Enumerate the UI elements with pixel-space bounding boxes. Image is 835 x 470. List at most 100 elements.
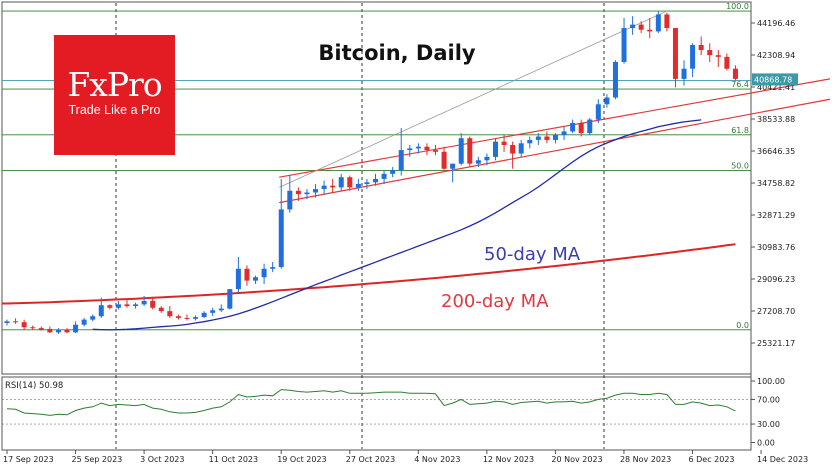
- channel-upper-line: [279, 78, 831, 178]
- price-tick-label: 32871.29: [757, 211, 795, 220]
- candle-body: [313, 189, 319, 193]
- date-tick-label: 4 Nov 2023: [414, 455, 460, 464]
- candle-body: [227, 289, 233, 309]
- date-tick-label: 20 Nov 2023: [551, 455, 602, 464]
- price-tick-label: 27208.70: [757, 307, 795, 316]
- candle-body: [347, 177, 353, 188]
- price-tick-label: 29096.23: [757, 275, 795, 284]
- candle-body: [544, 136, 550, 140]
- candle-body: [193, 317, 199, 319]
- candle-body: [587, 119, 593, 134]
- candle-body: [630, 24, 636, 29]
- candle-body: [338, 177, 344, 188]
- candle-body: [13, 321, 19, 323]
- rsi-tick-label: 100.00: [757, 377, 785, 386]
- candle-body: [381, 173, 387, 179]
- candle-body: [355, 183, 361, 188]
- candle-body: [270, 267, 276, 269]
- price-tick-label: 42308.94: [757, 51, 795, 60]
- candle-body: [398, 150, 404, 171]
- date-tick-label: 6 Dec 2023: [689, 455, 735, 464]
- fib-label-76.4: 76.4: [731, 80, 749, 89]
- candle-body: [698, 44, 704, 51]
- candle-body: [621, 28, 627, 62]
- annotation-200-day-ma: 200-day MA: [441, 291, 549, 312]
- candle-body: [81, 319, 87, 325]
- fib-label-61.8: 61.8: [731, 126, 749, 135]
- candle-body: [527, 139, 533, 144]
- candle-body: [21, 322, 27, 328]
- price-tick-label: 44196.46: [757, 19, 795, 28]
- candlesticks: [4, 11, 738, 335]
- brand-tagline: Trade Like a Pro: [68, 103, 161, 117]
- candle-body: [287, 190, 293, 210]
- candle-body: [115, 304, 121, 308]
- price-tick-label: 40421.41: [757, 83, 795, 92]
- date-tick-label: 14 Dec 2023: [757, 455, 808, 464]
- candle-body: [30, 327, 36, 329]
- price-tick-label: 36646.35: [757, 147, 795, 156]
- fib-connector-line: [279, 10, 668, 188]
- candle-body: [167, 311, 173, 317]
- candle-body: [518, 143, 524, 154]
- candle-body: [561, 131, 567, 135]
- price-tag-box: [752, 73, 798, 86]
- date-tick-label: 28 Nov 2023: [620, 455, 671, 464]
- candle-body: [244, 268, 250, 281]
- candle-body: [390, 170, 396, 174]
- candle-body: [55, 329, 61, 333]
- candle-body: [253, 277, 259, 281]
- candle-body: [433, 150, 438, 152]
- brand-name: FxPro: [67, 65, 162, 104]
- price-tag-label: 40868.78: [754, 75, 792, 84]
- candle-body: [690, 44, 696, 69]
- rsi-line: [6, 389, 736, 416]
- price-tick-label: 38533.88: [757, 115, 795, 124]
- candle-body: [330, 185, 336, 188]
- candle-body: [570, 122, 576, 132]
- channel-lower-line: [279, 98, 831, 204]
- ma-200-layer: [2, 243, 736, 305]
- candle-body: [158, 307, 164, 312]
- rsi-tick-label: 0.00: [757, 439, 775, 448]
- candle-body: [450, 163, 456, 169]
- ma-50-layer: [92, 119, 702, 331]
- candle-body: [707, 50, 713, 56]
- annotation-50-day-ma: 50-day MA: [484, 244, 581, 265]
- trend-channel: [279, 10, 831, 204]
- candle-body: [218, 308, 224, 311]
- current-price-tag: 40868.78: [752, 73, 798, 86]
- candle-body: [441, 151, 447, 169]
- candle-body: [595, 104, 601, 120]
- candle-body: [415, 146, 421, 149]
- rsi-layer: [2, 389, 751, 425]
- candle-body: [98, 305, 104, 317]
- candle-body: [73, 324, 79, 333]
- candle-body: [484, 156, 490, 161]
- fxpro-logo: FxPro Trade Like a Pro: [54, 35, 175, 155]
- candle-body: [261, 268, 267, 278]
- candle-body: [184, 317, 190, 319]
- candle-body: [501, 141, 507, 146]
- candle-body: [304, 192, 310, 195]
- candle-body: [724, 56, 730, 69]
- candle-body: [201, 312, 207, 318]
- candle-body: [664, 14, 670, 29]
- candle-body: [47, 328, 53, 333]
- candle-body: [604, 97, 610, 105]
- price-tick-label: 30983.76: [757, 243, 795, 252]
- rsi-tick-label: 70.00: [757, 395, 780, 404]
- date-tick-label: 3 Oct 2023: [140, 455, 184, 464]
- candle-body: [424, 146, 430, 151]
- candle-body: [552, 134, 558, 140]
- price-axis-ticks: 44196.46 42308.94 40421.41 38533.88 36646.35…: [751, 19, 795, 348]
- candle-body: [681, 68, 687, 79]
- fib-label-0.0: 0.0: [736, 321, 749, 330]
- candle-body: [492, 141, 498, 157]
- candle-body: [295, 190, 301, 195]
- candle-body: [672, 28, 678, 79]
- candle-body: [124, 304, 130, 307]
- candle-body: [647, 29, 653, 32]
- rsi-tick-label: 30.00: [757, 420, 780, 429]
